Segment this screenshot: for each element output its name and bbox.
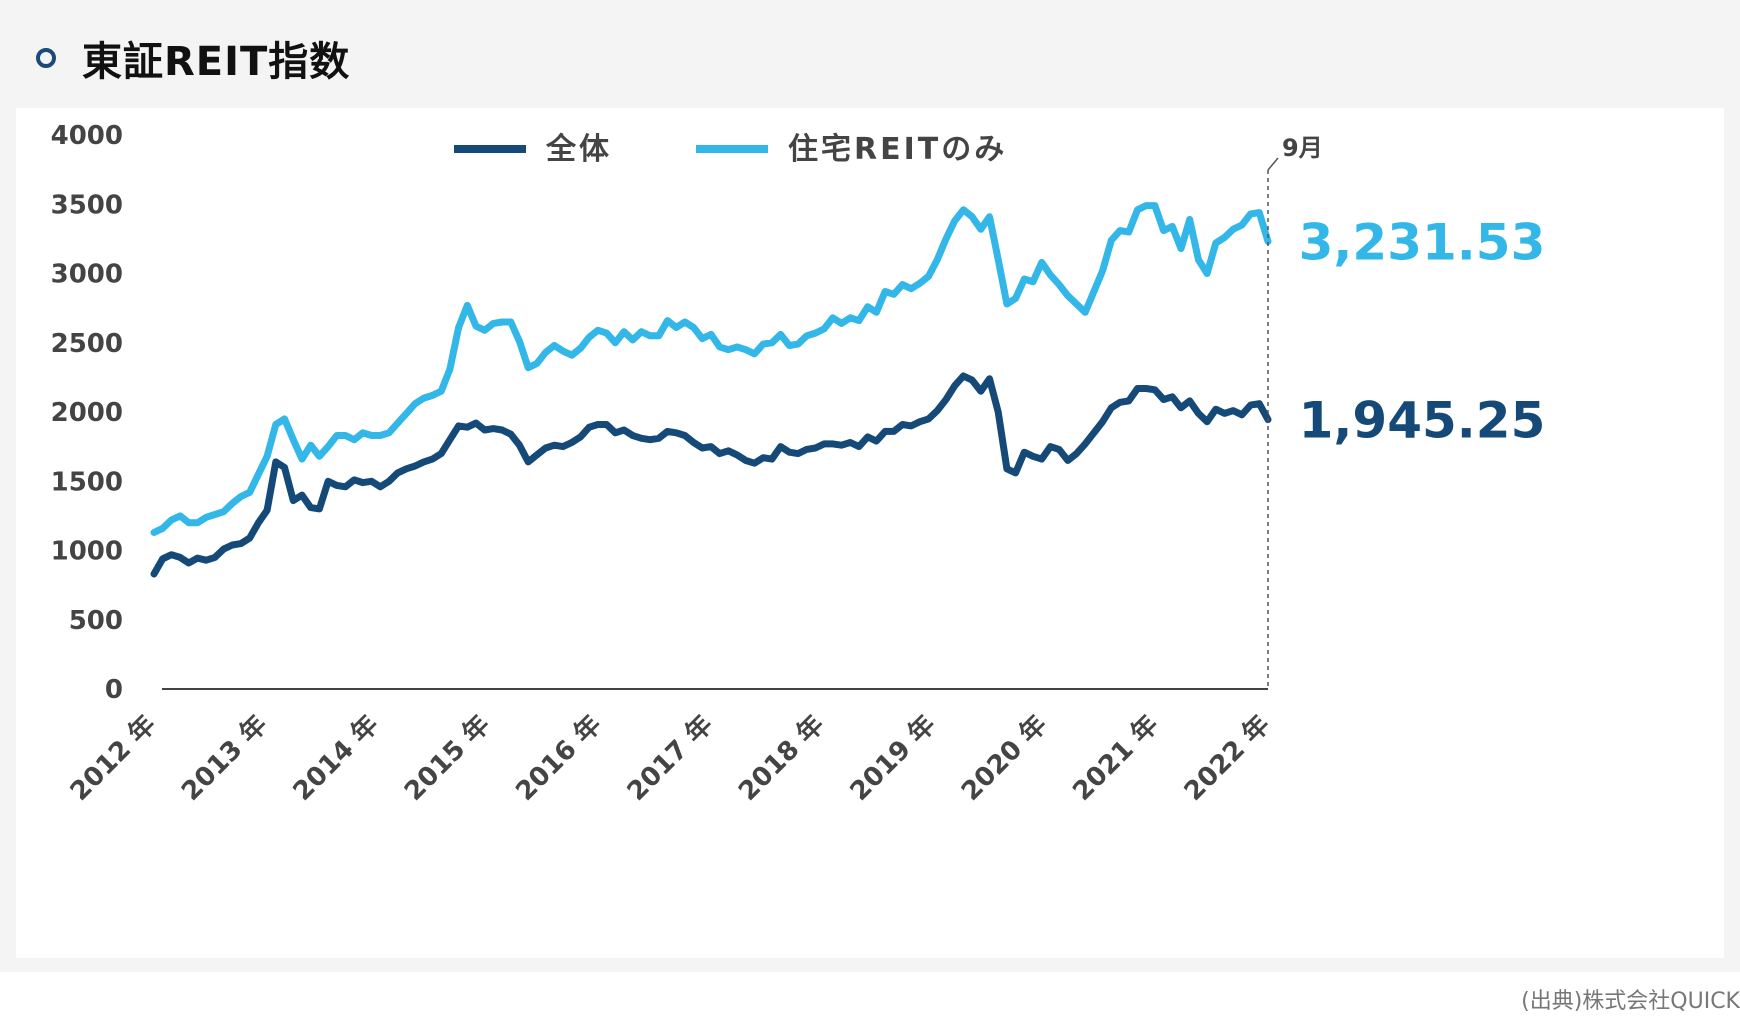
current-month-label: 9月 bbox=[1282, 134, 1323, 162]
y-tick-label: 3500 bbox=[51, 190, 123, 220]
title-bullet-icon bbox=[36, 48, 56, 68]
page-title: 東証REIT指数 bbox=[82, 39, 351, 85]
y-tick-label: 1000 bbox=[51, 537, 123, 567]
x-tick-label: 2012 年 bbox=[64, 709, 162, 807]
y-axis: 0 500 1000 1500 2000 2500 3000 3500 4000 bbox=[51, 121, 123, 705]
x-tick-label: 2021 年 bbox=[1067, 709, 1165, 807]
y-tick-label: 500 bbox=[69, 606, 123, 636]
series-line-residential bbox=[150, 202, 1272, 536]
x-tick-label: 2015 年 bbox=[398, 709, 496, 807]
y-tick-label: 4000 bbox=[51, 121, 123, 151]
series-line-overall bbox=[150, 372, 1272, 578]
x-tick-label: 2019 年 bbox=[844, 709, 942, 807]
series-layer bbox=[150, 202, 1272, 578]
x-tick-label: 2020 年 bbox=[955, 709, 1053, 807]
legend-label-residential: 住宅REITのみ bbox=[788, 132, 1007, 167]
x-tick-label: 2016 年 bbox=[510, 709, 608, 807]
y-tick-label: 0 bbox=[105, 675, 123, 705]
chart-panel: 東証REIT指数 0 500 1000 1500 2000 2500 3000 3500 400… bbox=[0, 0, 1740, 972]
x-tick-label: 2017 年 bbox=[621, 709, 719, 807]
y-tick-label: 2500 bbox=[51, 329, 123, 359]
y-tick-label: 3000 bbox=[51, 260, 123, 290]
y-tick-label: 1500 bbox=[51, 467, 123, 497]
end-value-label-residential: 3,231.53 bbox=[1299, 213, 1546, 271]
y-tick-label: 2000 bbox=[51, 398, 123, 428]
source-note: (出典)株式会社QUICK bbox=[1521, 989, 1740, 1014]
title-row: 東証REIT指数 bbox=[36, 30, 350, 86]
current-month-leader-line bbox=[1267, 157, 1279, 171]
x-tick-label: 2022 年 bbox=[1178, 709, 1276, 807]
x-tick-label: 2014 年 bbox=[287, 709, 385, 807]
x-tick-label: 2013 年 bbox=[175, 709, 273, 807]
legend-label-overall: 全体 bbox=[545, 132, 612, 167]
x-tick-label: 2018 年 bbox=[732, 709, 830, 807]
end-value-label-overall: 1,945.25 bbox=[1299, 392, 1546, 450]
legend: 全体 住宅REITのみ bbox=[454, 132, 1007, 167]
x-axis: 2012 年 2013 年 2014 年 2015 年 2016 年 2017 年 2018… bbox=[64, 688, 1276, 807]
annotations: 9月 1,945.25 3,231.53 bbox=[1267, 134, 1546, 689]
